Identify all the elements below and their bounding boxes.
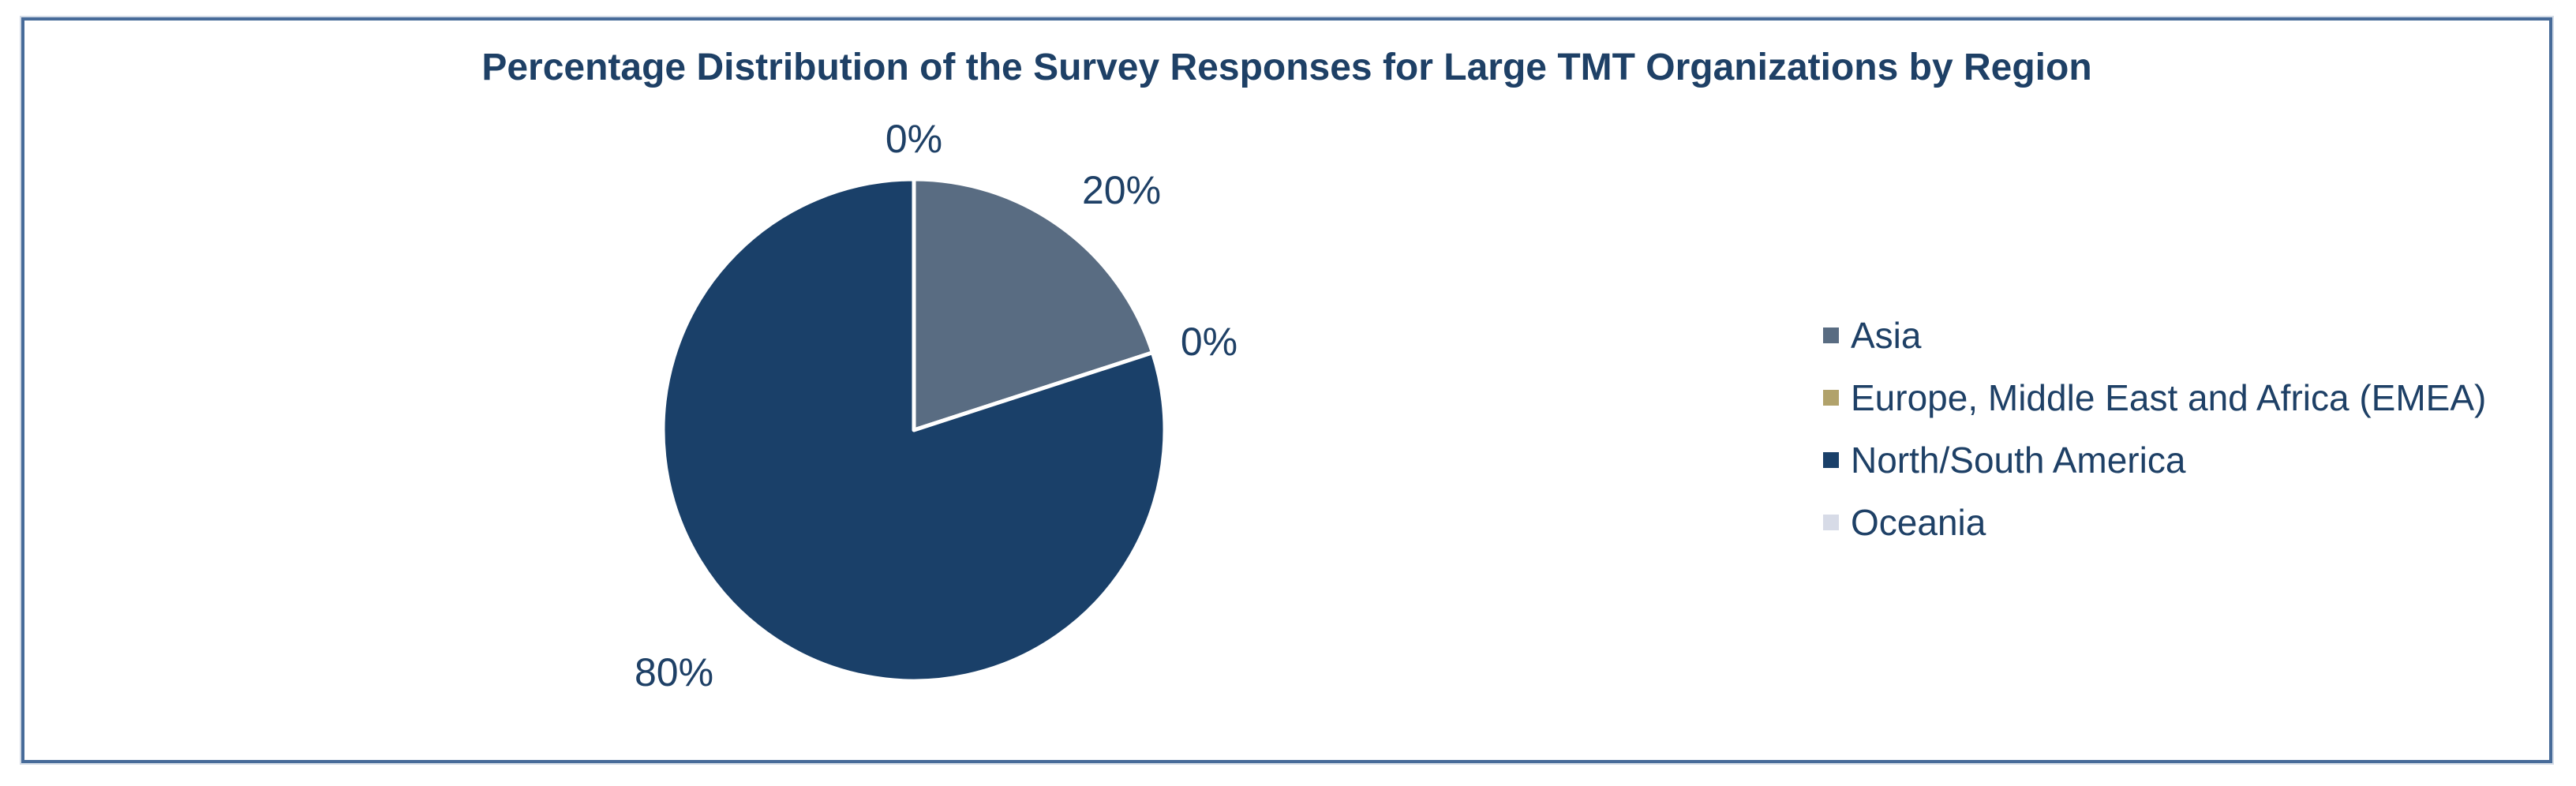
legend-label-north-south-america: North/South America: [1851, 440, 2186, 481]
data-label-oceania: 0%: [885, 117, 943, 161]
pie-chart: [661, 177, 1167, 683]
data-label-asia: 20%: [1081, 168, 1162, 212]
legend-marker-oceania-icon: [1823, 515, 1839, 530]
legend-label-oceania: Oceania: [1851, 502, 1986, 543]
data-label-north-south-america: 80%: [634, 650, 714, 694]
legend-marker-asia-icon: [1823, 328, 1839, 343]
legend-item-emea: Europe, Middle East and Africa (EMEA): [1823, 377, 2486, 418]
legend-marker-north-south-america-icon: [1823, 452, 1839, 468]
legend-label-emea: Europe, Middle East and Africa (EMEA): [1851, 377, 2487, 418]
chart-title: Percentage Distribution of the Survey Re…: [481, 47, 2092, 88]
legend: Asia Europe, Middle East and Africa (EME…: [1823, 315, 2486, 543]
legend-item-oceania: Oceania: [1823, 502, 2486, 543]
data-label-emea: 0%: [1180, 320, 1238, 364]
pie-slices-group: [661, 177, 1167, 683]
legend-label-asia: Asia: [1851, 315, 1922, 356]
legend-item-asia: Asia: [1823, 315, 2486, 356]
chart-frame: Percentage Distribution of the Survey Re…: [21, 17, 2552, 763]
pie-slice-asia: [912, 177, 1155, 432]
pie-slice-north-south-america: [661, 177, 1167, 683]
legend-item-north-south-america: North/South America: [1823, 440, 2486, 481]
legend-marker-emea-icon: [1823, 390, 1839, 406]
